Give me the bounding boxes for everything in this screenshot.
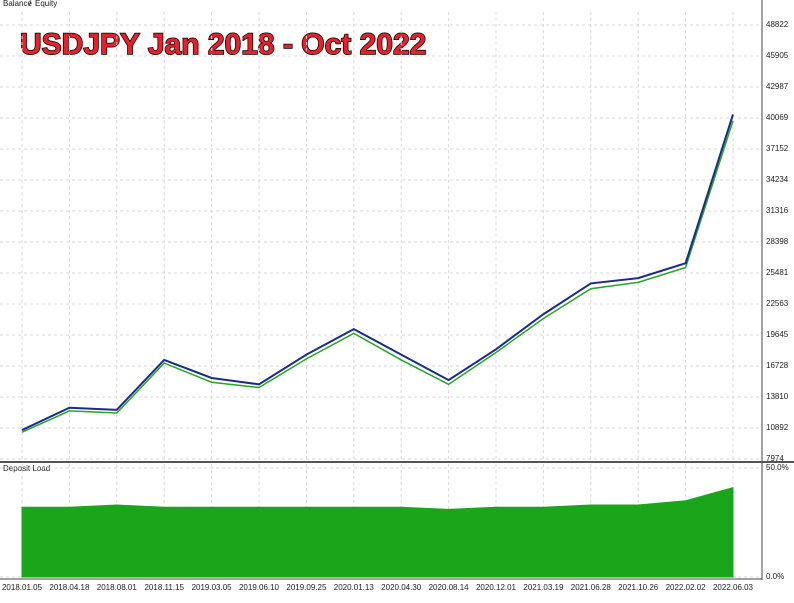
x-tick-label: 2020.04.30 bbox=[381, 583, 422, 592]
y-tick-label: 0.0% bbox=[766, 572, 784, 581]
y-tick-label: 31316 bbox=[766, 206, 789, 215]
y-tick-label: 19645 bbox=[766, 330, 789, 339]
legend-equity: Equity bbox=[35, 0, 57, 8]
y-tick-label: 34234 bbox=[766, 175, 789, 184]
x-tick-label: 2022.02.02 bbox=[666, 583, 707, 592]
y-tick-label: 13810 bbox=[766, 392, 789, 401]
legend-balance: Balance bbox=[3, 0, 32, 8]
x-tick-label: 2019.03.05 bbox=[192, 583, 233, 592]
series-line bbox=[21, 114, 734, 431]
x-tick-label: 2021.03.19 bbox=[523, 583, 564, 592]
y-tick-label: 28398 bbox=[766, 237, 789, 246]
x-tick-label: 2021.10.26 bbox=[618, 583, 659, 592]
chart-title: USDJPY Jan 2018 - Oct 2022 bbox=[20, 28, 426, 61]
y-tick-label: 25481 bbox=[766, 268, 789, 277]
legend-deposit-load: Deposit Load bbox=[3, 464, 50, 473]
legend-separator: / bbox=[29, 0, 32, 8]
x-tick-label: 2020.08.14 bbox=[429, 583, 470, 592]
x-tick-label: 2022.06.03 bbox=[713, 583, 754, 592]
x-tick-label: 2020.12.01 bbox=[476, 583, 517, 592]
y-tick-label: 40069 bbox=[766, 113, 789, 122]
series-line bbox=[21, 120, 734, 433]
x-tick-label: 2019.09.25 bbox=[286, 583, 327, 592]
y-tick-label: 45905 bbox=[766, 51, 789, 60]
y-tick-label: 48822 bbox=[766, 20, 789, 29]
deposit-load-area bbox=[21, 486, 734, 578]
y-tick-label: 22563 bbox=[766, 299, 789, 308]
x-tick-label: 2019.06.10 bbox=[239, 583, 280, 592]
y-tick-label: 10892 bbox=[766, 423, 789, 432]
x-tick-label: 2021.06.28 bbox=[571, 583, 612, 592]
x-tick-label: 2018.08.01 bbox=[97, 583, 138, 592]
x-tick-label: 2018.04.18 bbox=[49, 583, 90, 592]
y-tick-label: 16728 bbox=[766, 361, 789, 370]
y-tick-label: 7974 bbox=[766, 454, 784, 463]
y-tick-label: 50.0% bbox=[766, 463, 789, 472]
y-tick-label: 37152 bbox=[766, 144, 789, 153]
x-tick-label: 2018.11.15 bbox=[144, 583, 184, 592]
y-tick-label: 42987 bbox=[766, 82, 789, 91]
x-tick-label: 2018.01.05 bbox=[2, 583, 43, 592]
x-tick-label: 2020.01.13 bbox=[334, 583, 375, 592]
